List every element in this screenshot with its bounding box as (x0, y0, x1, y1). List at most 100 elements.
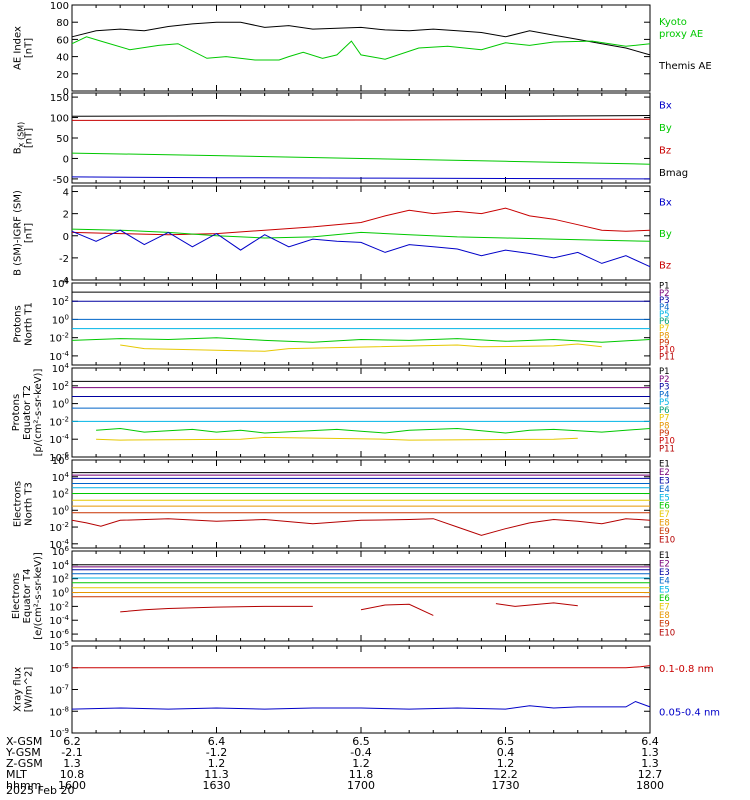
legend-entry: P7 (659, 324, 670, 334)
series-line (72, 665, 651, 669)
ephemeris-table: X-GSM 6.2 6.4 6.5 6.5 6.4 Y-GSM -2.1 -1.2 -0.4 0.4… (5, 735, 664, 792)
ephemeris-value: 1.3 (641, 757, 659, 770)
legend-entry: E9 (659, 620, 670, 630)
legend-entry: P5 (659, 398, 670, 408)
legend-entry: Bz (659, 145, 671, 156)
ephemeris-row-label: Y-GSM (5, 746, 41, 759)
series-line (72, 118, 651, 121)
ephemeris-value: 12.7 (638, 768, 663, 781)
series-line (96, 436, 578, 441)
y-tick-label: 102 (52, 380, 69, 393)
legend-entry: E9 (659, 527, 670, 537)
y-tick-label: 2 (63, 210, 69, 221)
y-tick-label: 100 (52, 313, 69, 326)
ephemeris-row-label: hhmm (6, 779, 41, 792)
y-tick-label: 104 (52, 559, 70, 572)
y-tick-label: 10-8 (49, 705, 69, 718)
y-tick-label: 104 (52, 362, 70, 375)
y-tick-label: 0 (63, 154, 69, 165)
legend-entry: proxy AE (659, 29, 703, 40)
y-axis-label: [nT] (24, 223, 35, 243)
ephemeris-value: 1.3 (641, 746, 659, 759)
y-tick-label: 0 (63, 232, 69, 243)
series-line (71, 700, 651, 710)
y-tick-label: 106 (52, 454, 70, 467)
panel-frame (71, 459, 651, 549)
series-line (71, 152, 651, 165)
series-line (71, 176, 651, 180)
legend-entry: Themis AE (658, 61, 712, 72)
y-tick-label: 0 (63, 87, 69, 98)
legend-entry: P6 (659, 317, 670, 327)
series-line (71, 207, 651, 236)
y-tick-label: 10-5 (49, 640, 69, 653)
y-tick-label: 150 (50, 93, 69, 104)
legend-entry: P6 (659, 406, 670, 416)
y-axis-label: [W/m^2] (24, 667, 35, 713)
ephemeris-value: 6.2 (63, 735, 81, 748)
panel-frame (71, 4, 651, 92)
series-line (71, 228, 651, 242)
y-axis-label: Electrons (11, 573, 22, 619)
legend-entry: Bmag (659, 168, 688, 179)
legend-entry: P2 (659, 375, 670, 385)
y-tick-label: 102 (52, 573, 69, 586)
y-axis-label: B (SM)-IGRF (SM) (13, 190, 24, 276)
series-line (71, 518, 651, 536)
ephemeris-value: 1800 (636, 779, 664, 792)
ephemeris-value: 1730 (492, 779, 520, 792)
ephemeris-value: 11.8 (349, 768, 374, 781)
legend-entry: Bx (659, 198, 672, 209)
legend-entry: E1 (659, 551, 670, 561)
y-tick-label: 50 (56, 134, 69, 145)
y-tick-label: 10-7 (49, 684, 69, 697)
ephemeris-row-label: X-GSM (6, 735, 42, 748)
legend-entry: By (659, 229, 672, 240)
legend-entry: E7 (659, 510, 670, 520)
series-line (71, 115, 651, 117)
y-axis-label: [nT] (24, 38, 35, 58)
legend-entry: E2 (659, 559, 670, 569)
legend-entry: E1 (659, 460, 670, 470)
y-tick-label: 10-6 (49, 451, 69, 464)
series-line (120, 343, 602, 352)
y-axis-label: Protons (11, 394, 22, 431)
legend-entry: P1 (659, 282, 670, 292)
y-tick-label: 10-4 (49, 350, 69, 363)
ephemeris-row-label: Z-GSM (6, 757, 43, 770)
legend-entry: E3 (659, 568, 670, 578)
y-tick-label: 10-2 (49, 332, 69, 345)
legend-entry: P8 (659, 421, 670, 431)
series-line (495, 602, 578, 607)
legend-entry: E8 (659, 611, 670, 621)
y-tick-label: 10-4 (49, 538, 69, 551)
ephemeris-value: 10.8 (60, 768, 85, 781)
y-axis-label: [nT] (24, 128, 35, 148)
panel-4: 104 102 100 10-2 10-4 Protons North T1 P1P2P3P4… (13, 277, 675, 366)
legend-entry: P4 (659, 390, 670, 400)
legend-entry: E5 (659, 585, 670, 595)
y-tick-label: 100 (50, 1, 69, 12)
legend-entry: P3 (659, 296, 670, 306)
legend-entry: P10 (659, 345, 675, 355)
legend-entry: P4 (659, 303, 670, 313)
legend-entry: P10 (659, 437, 675, 447)
legend-entry: E7 (659, 602, 670, 612)
y-tick-label: 100 (52, 504, 69, 517)
y-tick-label: 104 (52, 471, 70, 484)
y-axis-label: Bx (SM) (13, 122, 26, 154)
y-tick-label: 10-9 (49, 727, 69, 740)
ephemeris-value: 6.5 (497, 735, 515, 748)
legend-entry: P11 (659, 444, 675, 454)
y-axis-label: North T3 (24, 482, 35, 526)
y-tick-label: 100 (52, 398, 69, 411)
ephemeris-value: -2.1 (61, 746, 82, 759)
ephemeris-row-label: MLT (6, 768, 27, 781)
legend-entry: 0.05-0.4 nm (659, 707, 720, 718)
ephemeris-value: 1600 (58, 779, 86, 792)
legend-entry: E8 (659, 519, 670, 529)
y-tick-label: 10-2 (49, 600, 69, 613)
